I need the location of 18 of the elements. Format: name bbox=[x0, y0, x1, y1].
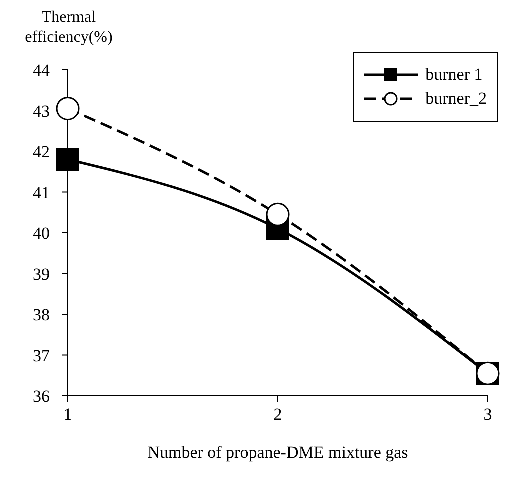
legend-label: burner_2 bbox=[426, 89, 487, 109]
y-tick-label: 43 bbox=[33, 102, 50, 121]
y-tick-label: 37 bbox=[33, 346, 50, 366]
x-tick-label: 1 bbox=[64, 405, 72, 424]
x-tick-label: 2 bbox=[274, 405, 282, 424]
point bbox=[266, 202, 290, 226]
y-axis-title: Thermal efficiency(%) bbox=[24, 8, 114, 48]
y-tick-label: 40 bbox=[33, 224, 50, 244]
legend-label: burner 1 bbox=[426, 65, 483, 85]
x-tick-label: 3 bbox=[484, 405, 492, 424]
y-tick-label: 41 bbox=[33, 183, 50, 202]
y-tick-label: 38 bbox=[33, 306, 50, 325]
y-tick-label: 39 bbox=[33, 264, 50, 284]
y-tick-label: 42 bbox=[33, 142, 50, 162]
x-axis-title: Number of propane-DME mixture gas bbox=[148, 443, 408, 462]
point bbox=[56, 148, 80, 172]
y-tick-label: 44 bbox=[33, 61, 50, 80]
y-tick-label: 36 bbox=[33, 387, 50, 406]
